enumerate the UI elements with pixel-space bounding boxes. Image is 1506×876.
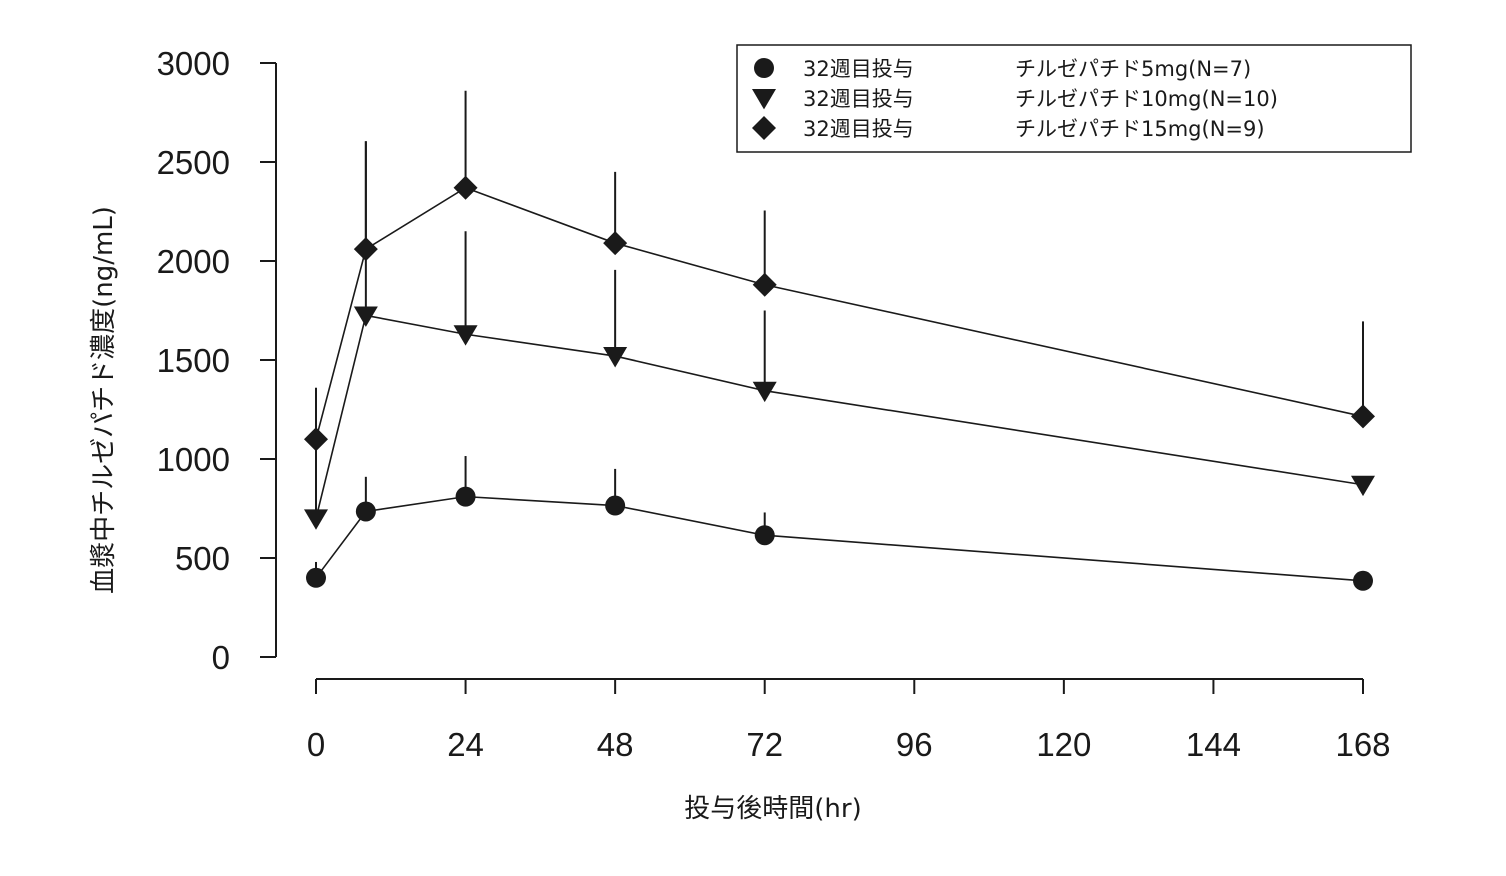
legend: 32週目投与 チルゼパチド5mg(N=7)32週目投与 チルゼパチド10mg(N=1… bbox=[736, 44, 1412, 153]
data-point-diamond bbox=[752, 272, 777, 297]
data-point-triangle bbox=[1351, 475, 1375, 497]
data-point-triangle bbox=[752, 89, 776, 110]
y-tick-label: 2000 bbox=[157, 243, 230, 280]
x-axis-title: 投与後時間(hr) bbox=[684, 794, 861, 824]
legend-label: 32週目投与 bbox=[803, 87, 914, 111]
data-point-triangle bbox=[453, 325, 478, 346]
y-tick-label: 1500 bbox=[157, 342, 230, 379]
series-line bbox=[315, 495, 1364, 582]
data-point-diamond bbox=[353, 237, 378, 262]
series-diamond bbox=[304, 90, 1375, 452]
x-tick-label: 72 bbox=[746, 726, 783, 763]
data-point-diamond bbox=[304, 427, 328, 452]
legend-box bbox=[736, 44, 1412, 153]
data-point-circle bbox=[455, 486, 476, 507]
x-tick-label: 0 bbox=[307, 726, 325, 763]
data-point-diamond bbox=[453, 175, 478, 200]
y-tick-label: 2500 bbox=[157, 144, 230, 181]
legend-dose: チルゼパチド10mg(N=10) bbox=[1015, 87, 1278, 111]
data-point-diamond bbox=[603, 231, 628, 256]
data-point-circle bbox=[605, 495, 626, 516]
legend-dose: チルゼパチド15mg(N=9) bbox=[1015, 117, 1265, 141]
legend-dose: チルゼパチド5mg(N=7) bbox=[1015, 57, 1251, 81]
legend-items: 32週目投与 チルゼパチド5mg(N=7)32週目投与 チルゼパチド10mg(N=1… bbox=[752, 57, 1278, 141]
y-axis: 0 500 1000 1500 2000 2500 3000 bbox=[157, 45, 277, 676]
data-point-circle bbox=[355, 501, 376, 522]
data-point-diamond bbox=[752, 116, 776, 140]
series-line bbox=[315, 186, 1364, 440]
y-axis-title: 血漿中チルゼパチド濃度(ng/mL) bbox=[89, 206, 119, 594]
y-tick-label: 1000 bbox=[157, 441, 230, 478]
x-ticks: 0 24 48 72 96 120 144 168 bbox=[307, 679, 1391, 763]
y-tick-label: 3000 bbox=[157, 45, 230, 82]
data-point-diamond bbox=[1351, 404, 1375, 429]
data-point-circle bbox=[1353, 570, 1373, 591]
data-point-circle bbox=[754, 58, 774, 78]
y-ticks: 0 500 1000 1500 2000 2500 3000 bbox=[157, 45, 276, 676]
data-point-triangle bbox=[603, 347, 628, 368]
x-tick-label: 96 bbox=[896, 726, 933, 763]
y-tick-label: 0 bbox=[212, 639, 230, 676]
x-tick-label: 48 bbox=[597, 726, 634, 763]
data-point-triangle bbox=[752, 381, 777, 403]
data-point-triangle bbox=[304, 509, 328, 530]
series-line bbox=[315, 314, 1364, 519]
x-tick-label: 24 bbox=[447, 726, 484, 763]
x-tick-label: 144 bbox=[1186, 726, 1241, 763]
x-tick-label: 168 bbox=[1335, 726, 1390, 763]
y-tick-label: 500 bbox=[175, 540, 230, 577]
x-tick-label: 120 bbox=[1036, 726, 1091, 763]
series-circle bbox=[306, 456, 1373, 591]
legend-label: 32週目投与 bbox=[803, 57, 914, 81]
plot-area bbox=[304, 90, 1375, 591]
data-point-circle bbox=[306, 567, 326, 588]
x-axis: 0 24 48 72 96 120 144 168 bbox=[307, 678, 1391, 763]
data-point-circle bbox=[754, 525, 775, 546]
legend-label: 32週目投与 bbox=[803, 117, 914, 141]
data-point-triangle bbox=[353, 306, 378, 327]
